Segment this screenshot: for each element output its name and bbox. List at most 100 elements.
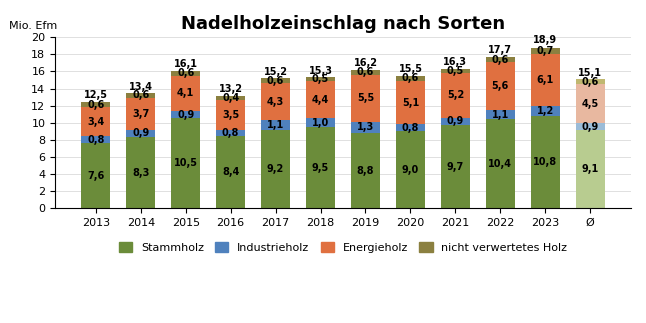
Bar [306, 81, 335, 119]
Text: 13,4: 13,4 [129, 82, 153, 92]
Text: 13,2: 13,2 [218, 84, 243, 94]
Text: 4,4: 4,4 [312, 95, 329, 105]
Text: 10,4: 10,4 [488, 159, 512, 169]
Text: 1,3: 1,3 [357, 122, 374, 132]
Bar [261, 120, 290, 130]
Text: 9,7: 9,7 [447, 162, 464, 172]
Text: 0,6: 0,6 [357, 68, 374, 77]
Legend: Stammholz, Industrieholz, Energieholz, nicht verwertetes Holz: Stammholz, Industrieholz, Energieholz, n… [114, 238, 572, 257]
Text: 10,8: 10,8 [533, 157, 557, 167]
Text: 12,5: 12,5 [84, 90, 108, 100]
Bar [396, 81, 425, 124]
Bar [441, 69, 470, 73]
Text: 5,6: 5,6 [492, 81, 509, 91]
Bar [351, 122, 380, 133]
Bar [396, 131, 425, 208]
Text: 5,1: 5,1 [402, 98, 419, 108]
Text: 0,4: 0,4 [222, 93, 239, 103]
Text: 1,0: 1,0 [312, 118, 329, 128]
Text: 3,4: 3,4 [87, 117, 105, 127]
Bar [576, 130, 605, 208]
Bar [486, 119, 515, 208]
Bar [486, 57, 515, 62]
Text: 16,1: 16,1 [174, 59, 198, 69]
Text: 1,1: 1,1 [267, 120, 284, 130]
Text: 6,1: 6,1 [537, 75, 554, 85]
Bar [530, 47, 560, 54]
Text: 0,6: 0,6 [402, 73, 419, 83]
Bar [261, 130, 290, 208]
Text: 17,7: 17,7 [488, 46, 512, 56]
Text: 5,2: 5,2 [447, 90, 464, 100]
Bar [306, 77, 335, 81]
Text: 3,7: 3,7 [132, 109, 149, 119]
Bar [486, 62, 515, 110]
Bar [351, 70, 380, 75]
Text: 4,1: 4,1 [177, 88, 194, 98]
Bar [216, 100, 245, 130]
Text: 0,7: 0,7 [537, 46, 554, 56]
Bar [216, 96, 245, 100]
Text: 5,5: 5,5 [357, 93, 374, 103]
Bar [126, 98, 156, 130]
Bar [441, 73, 470, 118]
Bar [441, 125, 470, 208]
Text: Mio. Efm: Mio. Efm [9, 20, 57, 30]
Bar [171, 71, 200, 76]
Bar [306, 119, 335, 127]
Text: 0,6: 0,6 [581, 77, 599, 87]
Text: 16,3: 16,3 [443, 57, 468, 68]
Text: 9,0: 9,0 [402, 165, 419, 175]
Bar [530, 106, 560, 116]
Bar [351, 133, 380, 208]
Text: 3,5: 3,5 [222, 109, 239, 120]
Bar [441, 118, 470, 125]
Text: 10,5: 10,5 [174, 158, 198, 168]
Bar [216, 136, 245, 208]
Bar [530, 116, 560, 208]
Text: 4,5: 4,5 [581, 99, 599, 109]
Bar [261, 78, 290, 83]
Bar [171, 111, 200, 119]
Bar [81, 102, 110, 107]
Text: 0,6: 0,6 [267, 76, 284, 86]
Text: 9,5: 9,5 [312, 162, 329, 172]
Text: 18,9: 18,9 [533, 35, 557, 45]
Text: 0,8: 0,8 [87, 135, 105, 145]
Bar [126, 93, 156, 98]
Text: 8,8: 8,8 [357, 166, 374, 176]
Bar [576, 123, 605, 130]
Text: 0,8: 0,8 [222, 128, 240, 138]
Text: 0,6: 0,6 [177, 68, 194, 78]
Text: 0,8: 0,8 [402, 123, 419, 133]
Text: 8,4: 8,4 [222, 167, 240, 177]
Text: 1,2: 1,2 [537, 106, 554, 116]
Text: 16,2: 16,2 [353, 58, 377, 68]
Bar [171, 119, 200, 208]
Text: 7,6: 7,6 [87, 171, 105, 181]
Text: 0,9: 0,9 [177, 109, 194, 120]
Bar [81, 136, 110, 143]
Bar [396, 76, 425, 81]
Text: 4,3: 4,3 [267, 97, 284, 107]
Text: 9,2: 9,2 [267, 164, 284, 174]
Text: 0,5: 0,5 [312, 74, 329, 84]
Text: 0,6: 0,6 [492, 55, 509, 65]
Bar [530, 54, 560, 106]
Text: 8,3: 8,3 [132, 168, 149, 178]
Bar [126, 130, 156, 137]
Bar [576, 84, 605, 123]
Text: 1,1: 1,1 [492, 109, 509, 120]
Bar [306, 127, 335, 208]
Text: 0,6: 0,6 [87, 100, 105, 110]
Text: 15,1: 15,1 [578, 68, 602, 78]
Bar [126, 137, 156, 208]
Bar [486, 110, 515, 119]
Text: 15,2: 15,2 [264, 67, 287, 77]
Text: 0,9: 0,9 [447, 117, 464, 126]
Bar [351, 75, 380, 122]
Text: 0,6: 0,6 [132, 90, 149, 100]
Text: 0,9: 0,9 [132, 129, 149, 139]
Text: 9,1: 9,1 [581, 164, 599, 174]
Bar [81, 143, 110, 208]
